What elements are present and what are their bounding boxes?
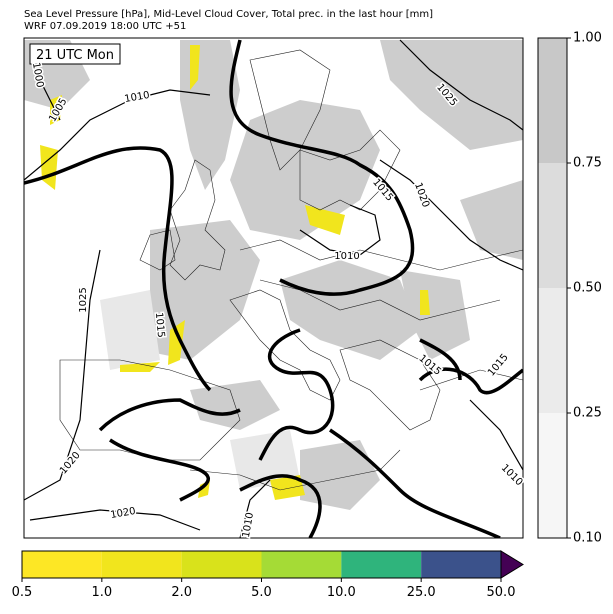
contour-label: 1010 (334, 251, 359, 262)
precip-tick-label: 10.0 (327, 585, 356, 600)
cloud-segment (538, 288, 567, 413)
precip-segment (22, 551, 102, 578)
cloud-tick-label: 0.50 (573, 281, 602, 296)
time-label-box (29, 43, 121, 65)
precip-tick-label: 0.5 (12, 585, 33, 600)
isobar-1015 (24, 39, 523, 538)
precip-tick-label: 2.0 (171, 585, 192, 600)
precip-tick-label: 5.0 (251, 585, 272, 600)
cloud-segment (538, 413, 567, 538)
precip-colorbar: 0.5 1.0 2.0 5.0 10.0 25.0 50.0 (12, 550, 524, 600)
precip-extend (500, 550, 524, 579)
precip-segment (101, 551, 182, 578)
precip-segment (181, 551, 262, 578)
cloud-segment (538, 163, 567, 288)
cloud-tick-label: 1.00 (573, 31, 602, 46)
cloud-colorbar: 1.00 0.75 0.50 0.25 0.10 (537, 31, 602, 546)
contour-label: 1025 (78, 287, 89, 312)
subtitle: WRF 07.09.2019 18:00 UTC +51 (24, 21, 186, 32)
cloud-tick-label: 0.10 (573, 531, 602, 546)
map-area (24, 38, 523, 538)
precip-segment (421, 551, 501, 578)
map-frame (23, 37, 524, 539)
contour-label: 1015 (153, 312, 166, 338)
precip-tick-label: 25.0 (407, 585, 436, 600)
cloud-tick-label: 0.25 (573, 406, 602, 421)
cloud-tick-label: 0.75 (573, 156, 602, 171)
precip-segment (341, 551, 422, 578)
precip-segment (261, 551, 342, 578)
isobars (24, 39, 523, 538)
cloud-segment (538, 38, 567, 163)
title: Sea Level Pressure [hPa], Mid-Level Clou… (24, 9, 433, 20)
precip-tick-label: 50.0 (487, 585, 516, 600)
time-label: 21 UTC Mon (36, 48, 114, 63)
precip-tick-label: 1.0 (91, 585, 112, 600)
